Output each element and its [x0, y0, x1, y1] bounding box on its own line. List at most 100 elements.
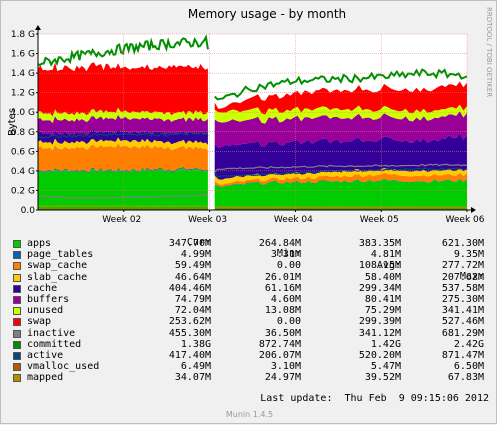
area-swap-seg1: [38, 62, 208, 116]
legend-cur: 59.49M: [131, 260, 211, 271]
legend-max: 527.46M: [404, 316, 484, 327]
legend-min: 4.60M: [221, 294, 301, 305]
last-update: Last update: Thu Feb 9 09:15:06 2012: [1, 393, 489, 404]
legend-max: 621.30M: [404, 238, 484, 249]
legend-min: 0.00: [221, 316, 301, 327]
legend-cur: 417.40M: [131, 350, 211, 361]
legend-avg: 299.39M: [311, 316, 401, 327]
legend-name: apps: [27, 238, 51, 249]
legend-cur: 455.30M: [131, 328, 211, 339]
legend-min: 264.84M: [221, 238, 301, 249]
legend-max: 67.83M: [404, 372, 484, 383]
legend-min: 61.16M: [221, 283, 301, 294]
legend-avg: 108.15M: [311, 260, 401, 271]
y-tick-label: 0.8 G: [11, 128, 35, 138]
y-tick-label: 1.2 G: [11, 89, 35, 99]
legend-avg: 341.12M: [311, 328, 401, 339]
legend-swatch: [13, 318, 21, 326]
legend-cur: 74.79M: [131, 294, 211, 305]
legend-swatch: [13, 341, 21, 349]
legend-avg: 5.47M: [311, 361, 401, 372]
legend-name: slab_cache: [27, 272, 87, 283]
legend-max: 871.47M: [404, 350, 484, 361]
legend-avg: 299.34M: [311, 283, 401, 294]
legend-avg: 4.81M: [311, 249, 401, 260]
legend-swatch: [13, 374, 21, 382]
legend-avg: 75.29M: [311, 305, 401, 316]
legend-swatch: [13, 352, 21, 360]
legend-header: Cur: Min: Avg: Max:: [11, 226, 491, 238]
legend-cur: 4.99M: [131, 249, 211, 260]
legend-avg: 58.40M: [311, 272, 401, 283]
legend-swatch: [13, 262, 21, 270]
legend-cur: 72.04M: [131, 305, 211, 316]
legend-cur: 34.07M: [131, 372, 211, 383]
legend-max: 681.29M: [404, 328, 484, 339]
legend-min: 24.97M: [221, 372, 301, 383]
x-tick-label: Week 03: [188, 215, 227, 225]
legend-name: active: [27, 350, 63, 361]
legend-swatch: [13, 296, 21, 304]
legend-min: 3.10M: [221, 361, 301, 372]
y-tick-label: 0.0: [21, 206, 36, 216]
legend-swatch: [13, 274, 21, 282]
y-tick-label: 1.0 G: [11, 108, 35, 118]
y-tick-label: 0.4 G: [11, 167, 35, 177]
legend-avg: 80.41M: [311, 294, 401, 305]
legend-avg: 383.35M: [311, 238, 401, 249]
legend-max: 341.41M: [404, 305, 484, 316]
y-tick-label: 0.2 G: [11, 186, 35, 196]
x-axis-arrow: [471, 207, 476, 213]
legend-min: 872.74M: [221, 339, 301, 350]
legend-name: committed: [27, 339, 81, 350]
legend-cur: 253.62M: [131, 316, 211, 327]
legend-name: swap_cache: [27, 260, 87, 271]
legend-cur: 404.46M: [131, 283, 211, 294]
munin-version: Munin 1.4.5: [1, 410, 497, 419]
legend-avg: 1.42G: [311, 339, 401, 350]
legend-max: 6.50M: [404, 361, 484, 372]
y-tick-label: 1.8 G: [11, 30, 35, 40]
legend-swatch: [13, 363, 21, 371]
legend-name: cache: [27, 283, 57, 294]
legend-cur: 46.64M: [131, 272, 211, 283]
legend-max: 2.42G: [404, 339, 484, 350]
legend-min: 0.00: [221, 260, 301, 271]
y-tick-label: 1.6 G: [11, 50, 35, 60]
y-tick-label: 0.6 G: [11, 147, 35, 157]
legend-name: unused: [27, 305, 63, 316]
legend-name: swap: [27, 316, 51, 327]
legend-min: 13.08M: [221, 305, 301, 316]
legend-name: inactive: [27, 328, 75, 339]
legend-name: buffers: [27, 294, 69, 305]
rrdtool-watermark: RRDTOOL / TOBI OETIKER: [485, 7, 493, 97]
area-apps-seg2: [215, 179, 467, 210]
legend-min: 206.07M: [221, 350, 301, 361]
y-tick-label: 1.4 G: [11, 69, 35, 79]
legend-avg: 39.52M: [311, 372, 401, 383]
x-tick-label: Week 04: [274, 215, 313, 225]
legend-name: mapped: [27, 372, 63, 383]
legend-min: 26.01M: [221, 272, 301, 283]
legend-min: 36.50M: [221, 328, 301, 339]
x-tick-label: Week 02: [102, 215, 141, 225]
legend-swatch: [13, 251, 21, 259]
legend-max: 277.72M: [404, 260, 484, 271]
chart-title: Memory usage - by month: [188, 7, 346, 21]
legend-max: 537.58M: [404, 283, 484, 294]
legend-cur: 1.38G: [131, 339, 211, 350]
